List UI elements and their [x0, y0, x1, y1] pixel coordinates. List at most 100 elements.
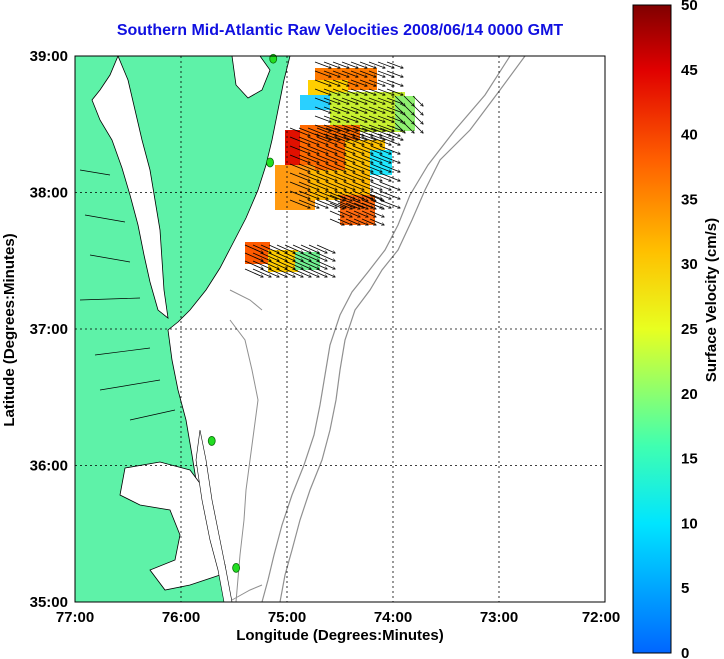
velocity-arrow: [343, 163, 364, 172]
velocity-arrow: [289, 136, 310, 145]
radar-station-marker: [232, 562, 241, 573]
velocity-arrow: [350, 79, 367, 86]
velocity-arrow: [332, 88, 349, 95]
velocity-arrow: [276, 252, 295, 261]
velocity-arrow: [314, 97, 331, 104]
velocity-arrow: [337, 202, 352, 209]
velocity-arrow: [403, 104, 414, 115]
velocity-arrow: [403, 95, 414, 106]
velocity-arrow: [345, 194, 360, 201]
radar-station-marker: [266, 157, 274, 168]
velocity-arrow: [316, 154, 337, 163]
x-tick-label: 73:00: [480, 609, 518, 626]
velocity-arrow: [268, 268, 287, 277]
velocity-arrow: [341, 97, 358, 104]
velocity-arrow: [370, 127, 391, 136]
velocity-arrow: [352, 136, 373, 145]
velocity-arrow: [377, 88, 394, 95]
velocity-arrow: [337, 210, 352, 217]
velocity-arrow: [377, 70, 394, 77]
velocity-arrow: [377, 106, 394, 113]
y-axis: 39:00 38:00 37:00 36:00 35:00 Latitude (…: [1, 48, 68, 611]
velocity-arrow: [343, 172, 364, 181]
velocity-arrow: [394, 104, 405, 115]
velocity-arrow: [337, 194, 352, 201]
velocity-arrow: [323, 70, 340, 77]
velocity-arrow: [394, 122, 405, 133]
velocity-arrow: [332, 115, 349, 122]
velocity-arrow: [332, 106, 349, 113]
y-tick-label: 35:00: [30, 594, 68, 611]
velocity-arrow: [332, 70, 349, 77]
velocity-arrow: [316, 199, 337, 208]
velocity-arrow: [361, 202, 376, 209]
velocity-arrow: [268, 244, 287, 253]
velocity-arrow: [359, 115, 376, 122]
velocity-arrow: [359, 70, 376, 77]
velocity-arrow: [307, 145, 328, 154]
velocity-arrow: [316, 145, 337, 154]
velocity-arrow: [359, 79, 376, 86]
velocity-arrow: [334, 181, 355, 190]
velocity-arrow: [268, 260, 287, 269]
velocity-arrow: [244, 260, 263, 269]
velocity-arrow: [386, 106, 403, 113]
velocity-arrow: [341, 106, 358, 113]
velocity-arrow: [379, 154, 400, 163]
velocity-arrow: [359, 97, 376, 104]
velocity-arrow: [308, 252, 327, 261]
velocity-arrow: [298, 181, 319, 190]
velocity-arrow: [329, 210, 344, 217]
velocity-arrow: [325, 127, 346, 136]
bathymetry-contour: [261, 56, 511, 602]
velocity-arrow: [370, 181, 391, 190]
velocity-arrow: [289, 163, 310, 172]
velocity-arrow: [252, 260, 271, 269]
velocity-arrow: [329, 194, 344, 201]
velocity-arrow: [298, 172, 319, 181]
velocity-arrow: [308, 260, 327, 269]
colorbar-tick: 10: [681, 515, 698, 532]
delaware-bay: [231, 56, 271, 99]
velocity-arrow: [329, 218, 344, 225]
velocity-arrow: [289, 145, 310, 154]
velocity-arrow: [369, 202, 384, 209]
velocity-arrow: [359, 124, 376, 131]
velocity-arrow: [314, 115, 331, 122]
velocity-arrow: [337, 218, 352, 225]
velocity-arrow: [403, 122, 414, 133]
velocity-arrow: [260, 268, 279, 277]
velocity-arrow: [316, 252, 335, 261]
velocity-arrow: [370, 154, 391, 163]
colorbar-tick: 30: [681, 256, 698, 273]
velocity-arrow: [334, 154, 355, 163]
velocity-arrow: [368, 115, 385, 122]
velocity-arrow: [353, 194, 368, 201]
velocity-arrow: [412, 122, 423, 133]
velocity-arrow: [332, 61, 349, 68]
velocity-arrow: [350, 88, 367, 95]
velocity-arrow: [368, 88, 385, 95]
velocity-arrow: [386, 124, 403, 131]
velocity-arrow: [350, 97, 367, 104]
velocity-arrow: [325, 154, 346, 163]
x-axis-label: Longitude (Degrees:Minutes): [236, 627, 444, 644]
velocity-arrow: [300, 252, 319, 261]
velocity-arrow: [386, 79, 403, 86]
velocity-arrow: [386, 97, 403, 104]
x-tick-label: 77:00: [56, 609, 94, 626]
bathymetry-contour: [279, 56, 526, 602]
velocity-arrow: [307, 136, 328, 145]
velocity-arrow: [353, 202, 368, 209]
velocity-arrow: [332, 97, 349, 104]
x-tick-label: 72:00: [582, 609, 620, 626]
velocity-arrow: [379, 181, 400, 190]
velocity-arrow: [343, 154, 364, 163]
velocity-arrow: [323, 115, 340, 122]
velocity-arrow: [379, 127, 400, 136]
velocity-arrow: [370, 145, 391, 154]
velocity-arrow: [316, 127, 337, 136]
velocity-arrow: [332, 79, 349, 86]
velocity-vectors: [244, 61, 423, 277]
velocity-arrow: [361, 163, 382, 172]
